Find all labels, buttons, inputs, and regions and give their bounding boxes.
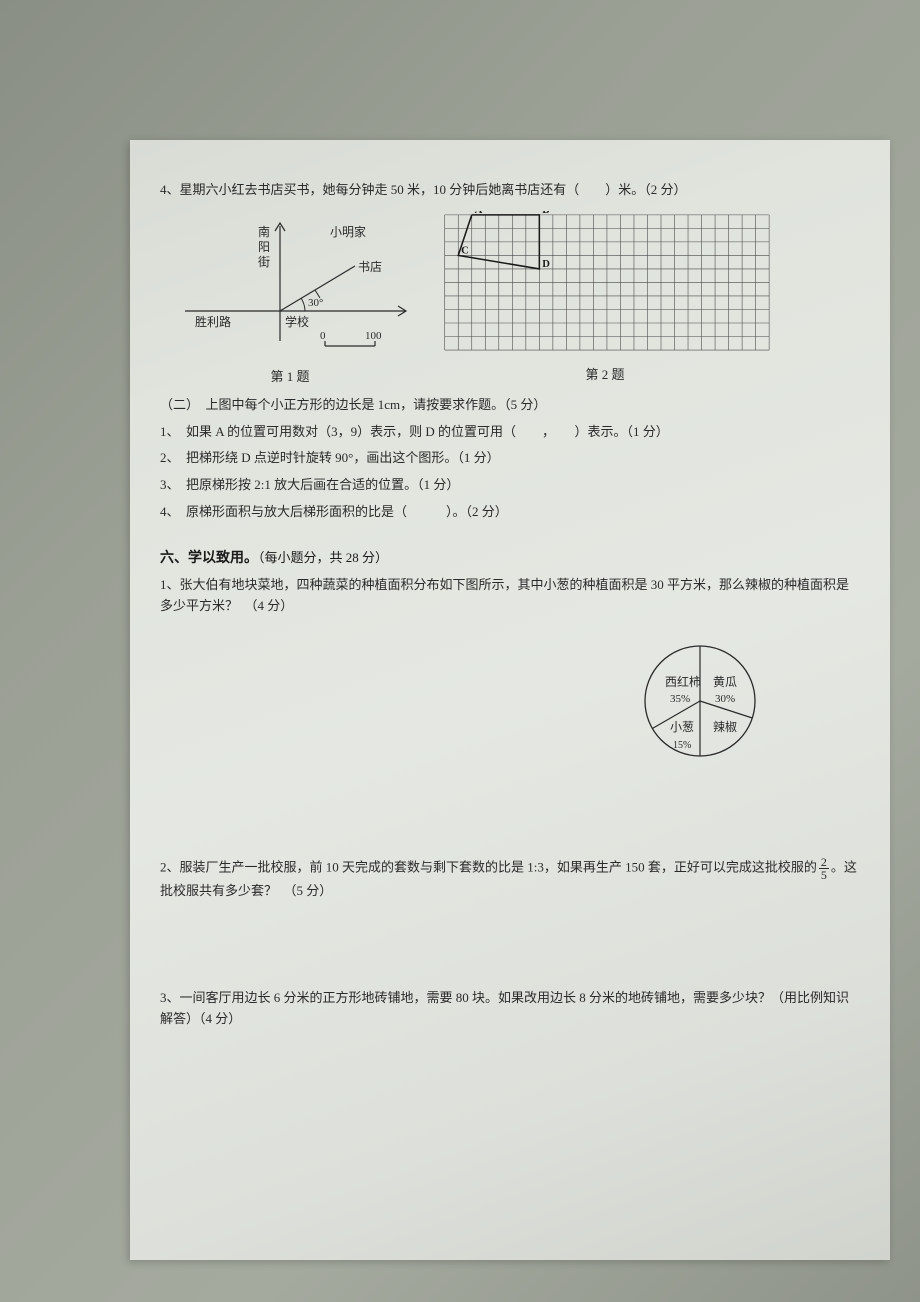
diagram1-caption: 第 1 题 — [160, 366, 420, 385]
q2-prefix: 2、服装厂生产一批校服，前 10 天完成的套数与剩下套数的比是 1:3，如果再生… — [160, 860, 817, 875]
frac-den: 5 — [819, 869, 829, 881]
svg-text:B: B — [542, 211, 549, 216]
xiaoming-label: 小明家 — [330, 224, 366, 239]
section2-item: 2、 把梯形绕 D 点逆时针旋转 90°，画出这个图形。（1 分） — [160, 448, 860, 469]
section6-title-suffix: （每小题分，共 28 分） — [258, 550, 388, 565]
svg-text:35%: 35% — [670, 693, 690, 705]
grid-diagram: A B C D — [435, 211, 775, 351]
svg-text:黄瓜: 黄瓜 — [713, 675, 737, 689]
svg-text:西红柿: 西红柿 — [665, 674, 701, 689]
diagram-1-wrap: 南 阳 街 小明家 书店 30° 胜利路 学校 0 100 第 1 题 — [160, 211, 420, 385]
map-diagram: 南 阳 街 小明家 书店 30° 胜利路 学校 0 100 — [160, 211, 420, 361]
shengli-label: 胜利路 — [195, 314, 231, 329]
svg-text:C: C — [461, 245, 469, 256]
svg-text:小葱: 小葱 — [670, 720, 694, 734]
section6-q1: 1、张大伯有地块菜地，四种蔬菜的种植面积分布如下图所示，其中小葱的种植面积是 3… — [160, 575, 860, 617]
fraction: 25 — [819, 856, 829, 881]
svg-text:0: 0 — [320, 330, 326, 342]
section6-title-text: 六、学以致用。 — [160, 551, 258, 566]
diagram-2-wrap: A B C D 第 2 题 — [435, 211, 775, 385]
diagrams-row: 南 阳 街 小明家 书店 30° 胜利路 学校 0 100 第 1 题 — [160, 211, 860, 385]
section2-intro: （二） 上图中每个小正方形的边长是 1cm，请按要求作题。（5 分） — [160, 395, 860, 416]
pie-chart: 西红柿 35% 黄瓜 30% 辣椒 小葱 15% — [635, 636, 765, 766]
svg-text:街: 街 — [258, 255, 270, 269]
question-4: 4、星期六小红去书店买书，她每分钟走 50 米，10 分钟后她离书店还有（ ）米… — [160, 180, 860, 201]
school-label: 学校 — [285, 314, 309, 329]
section2-item: 3、 把原梯形按 2:1 放大后画在合适的位置。（1 分） — [160, 475, 860, 496]
section2-item: 4、 原梯形面积与放大后梯形面积的比是（ ）。（2 分） — [160, 502, 860, 523]
svg-text:15%: 15% — [673, 740, 691, 751]
svg-text:30%: 30% — [715, 693, 735, 705]
section6-q2: 2、服装厂生产一批校服，前 10 天完成的套数与剩下套数的比是 1:3，如果再生… — [160, 856, 860, 902]
svg-text:D: D — [542, 259, 550, 270]
svg-text:A: A — [475, 211, 483, 216]
section6-title: 六、学以致用。（每小题分，共 28 分） — [160, 547, 860, 567]
exam-paper: 4、星期六小红去书店买书，她每分钟走 50 米，10 分钟后她离书店还有（ ）米… — [130, 140, 890, 1260]
section6-q3: 3、一间客厅用边长 6 分米的正方形地砖铺地，需要 80 块。如果改用边长 8 … — [160, 988, 860, 1030]
svg-text:辣椒: 辣椒 — [713, 720, 737, 734]
svg-text:阳: 阳 — [258, 240, 270, 254]
section2-item: 1、 如果 A 的位置可用数对（3，9）表示，则 D 的位置可用（ ， ）表示。… — [160, 422, 860, 443]
svg-text:南: 南 — [258, 224, 270, 239]
angle-label: 30° — [308, 297, 323, 309]
bookstore-label: 书店 — [358, 260, 382, 274]
pie-wrap: 西红柿 35% 黄瓜 30% 辣椒 小葱 15% — [540, 636, 860, 766]
diagram2-caption: 第 2 题 — [435, 364, 775, 383]
svg-text:100: 100 — [365, 330, 382, 342]
